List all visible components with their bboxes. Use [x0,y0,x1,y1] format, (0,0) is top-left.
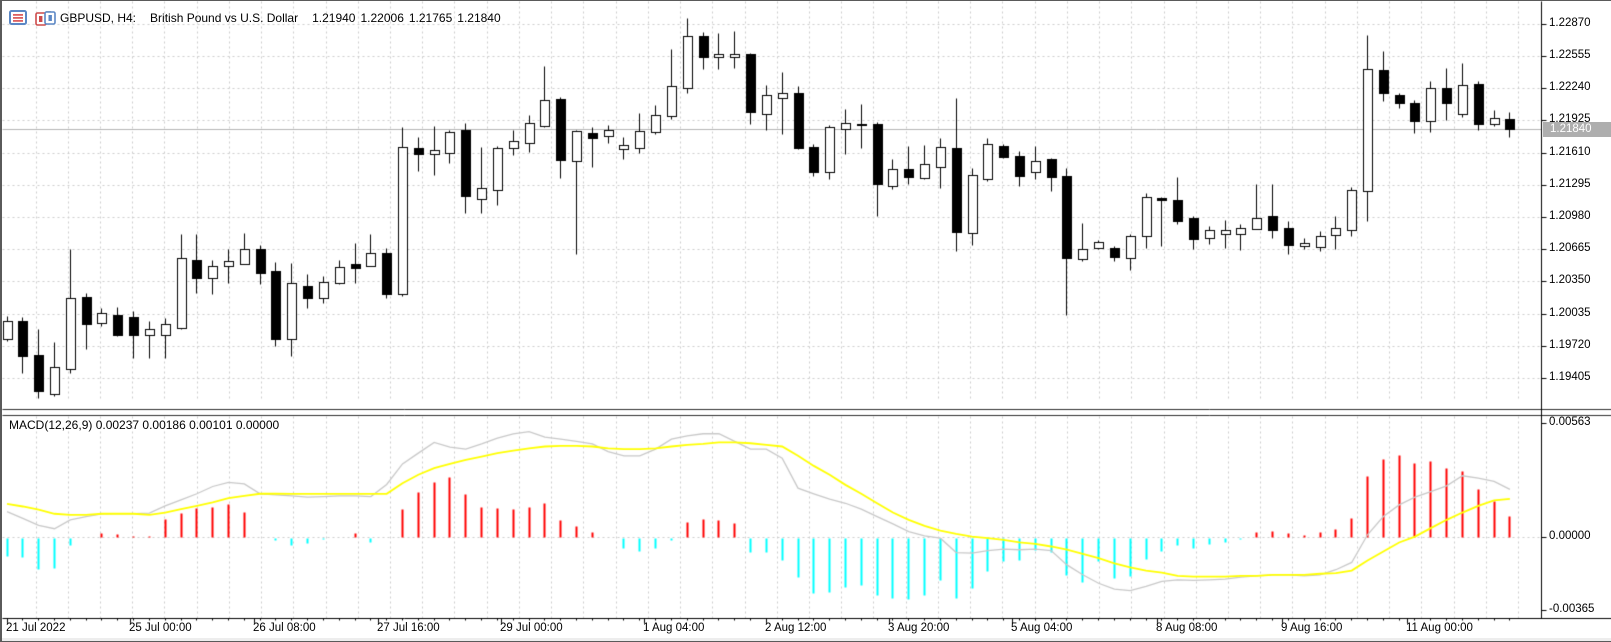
price-axis-label: 1.22555 [1549,48,1591,61]
bottom-strip [2,638,1611,641]
time-axis-label: 21 Jul 2022 [6,622,66,634]
new-chart-icon[interactable] [34,9,58,32]
time-axis-label: 25 Jul 00:00 [129,622,192,634]
price-axis-label: 1.19405 [1549,370,1591,383]
indicator-axis-label: 0.00000 [1549,529,1591,542]
time-axis-label: 9 Aug 16:00 [1281,622,1343,634]
title-close: 1.21840 [457,11,501,25]
title-description: British Pound vs U.S. Dollar [150,11,299,25]
title-ohlc: 1.21940 1.22006 1.21765 1.21840 [312,11,506,25]
chart-title: GBPUSD, H4: British Pound vs U.S. Dollar 1… [60,11,520,25]
time-axis-label: 29 Jul 00:00 [500,622,563,634]
title-high: 1.22006 [360,11,404,25]
price-axis-label: 1.21295 [1549,177,1591,190]
price-axis-label: 1.20035 [1549,306,1591,319]
price-axis-label: 1.21610 [1549,145,1591,158]
price-axis-label: 1.22870 [1549,16,1591,29]
time-axis-label: 5 Aug 04:00 [1011,622,1073,634]
price-axis-label: 1.20350 [1549,274,1591,287]
time-axis-label: 11 Aug 00:00 [1406,622,1473,634]
time-axis-label: 3 Aug 20:00 [888,622,950,634]
title-low: 1.21765 [408,11,453,25]
current-price-badge: 1.21840 [1543,121,1611,137]
title-open: 1.21940 [312,11,356,25]
time-axis-label: 27 Jul 16:00 [377,622,440,634]
time-axis-label: 2 Aug 12:00 [765,622,827,634]
price-axis-label: 1.22240 [1549,81,1591,94]
price-axis-label: 1.20665 [1549,242,1591,255]
price-axis-label: 1.19720 [1549,338,1591,351]
indicator-axis-label: -0.00365 [1549,603,1595,616]
quotes-table-icon[interactable] [9,10,28,31]
time-axis-label: 8 Aug 08:00 [1156,622,1218,634]
title-symbol-period: GBPUSD, H4: [60,11,137,25]
price-axis-label: 1.20980 [1549,209,1591,222]
indicator-axis-label: 0.00563 [1549,415,1591,428]
time-axis-label: 26 Jul 08:00 [253,622,316,634]
indicator-label: MACD(12,26,9) 0.00237 0.00186 0.00101 0.… [9,418,280,432]
time-axis-label: 1 Aug 04:00 [643,622,705,634]
